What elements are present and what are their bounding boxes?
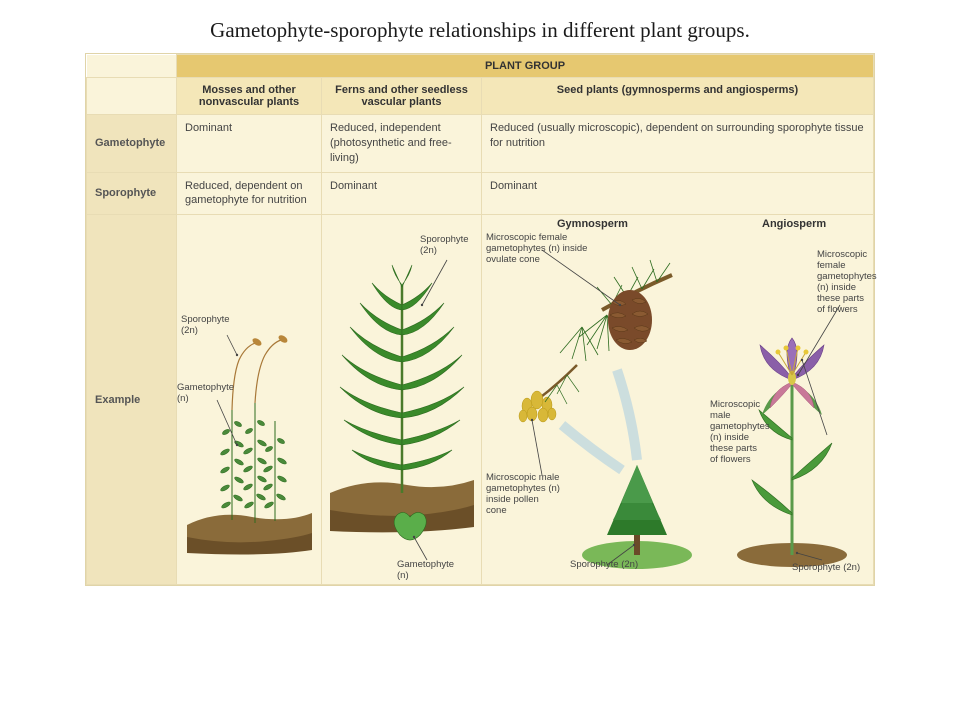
cell-gametophyte-fern: Reduced, independent (photosynthetic and… xyxy=(322,115,482,173)
row-label-gametophyte: Gametophyte xyxy=(87,115,177,173)
example-fern: Sporophyte (2n) Gametophyte (n) xyxy=(322,215,482,585)
fern-gametophyte-label: Gametophyte (n) xyxy=(397,560,454,582)
page-title: Gametophyte-sporophyte relationships in … xyxy=(0,0,960,53)
col-header-moss: Mosses and other nonvascular plants xyxy=(177,78,322,115)
cell-gametophyte-moss: Dominant xyxy=(177,115,322,173)
row-label-sporophyte: Sporophyte xyxy=(87,172,177,215)
col-header-seed: Seed plants (gymnosperms and angiosperms… xyxy=(482,78,874,115)
gymno-male-label: Microscopic male gametophytes (n) inside… xyxy=(486,473,581,517)
cell-sporophyte-moss: Reduced, dependent on gametophyte for nu… xyxy=(177,172,322,215)
example-seed: Gymnosperm Angiosperm xyxy=(482,215,874,585)
angio-sporophyte-label: Sporophyte (2n) xyxy=(792,563,860,574)
super-header: PLANT GROUP xyxy=(177,55,874,78)
col-header-fern: Ferns and other seedless vascular plants xyxy=(322,78,482,115)
moss-sporophyte-label: Sporophyte (2n) xyxy=(181,315,230,337)
fern-illustration xyxy=(322,215,482,585)
cell-sporophyte-fern: Dominant xyxy=(322,172,482,215)
fern-sporophyte-label: Sporophyte (2n) xyxy=(420,235,469,257)
angio-female-label: Microscopic female gametophytes (n) insi… xyxy=(817,250,877,316)
gymno-sporophyte-label: Sporophyte (2n) xyxy=(570,560,638,571)
moss-gametophyte-label: Gametophyte (n) xyxy=(177,383,234,405)
angio-male-label: Microscopic male gametophytes (n) inside… xyxy=(710,400,772,466)
row-label-example: Example xyxy=(87,215,177,585)
example-moss: Sporophyte (2n) Gametophyte (n) xyxy=(177,215,322,585)
cell-gametophyte-seed: Reduced (usually microscopic), dependent… xyxy=(482,115,874,173)
cell-sporophyte-seed: Dominant xyxy=(482,172,874,215)
gymno-female-label: Microscopic female gametophytes (n) insi… xyxy=(486,233,596,266)
comparison-table: PLANT GROUP Mosses and other nonvascular… xyxy=(85,53,875,586)
